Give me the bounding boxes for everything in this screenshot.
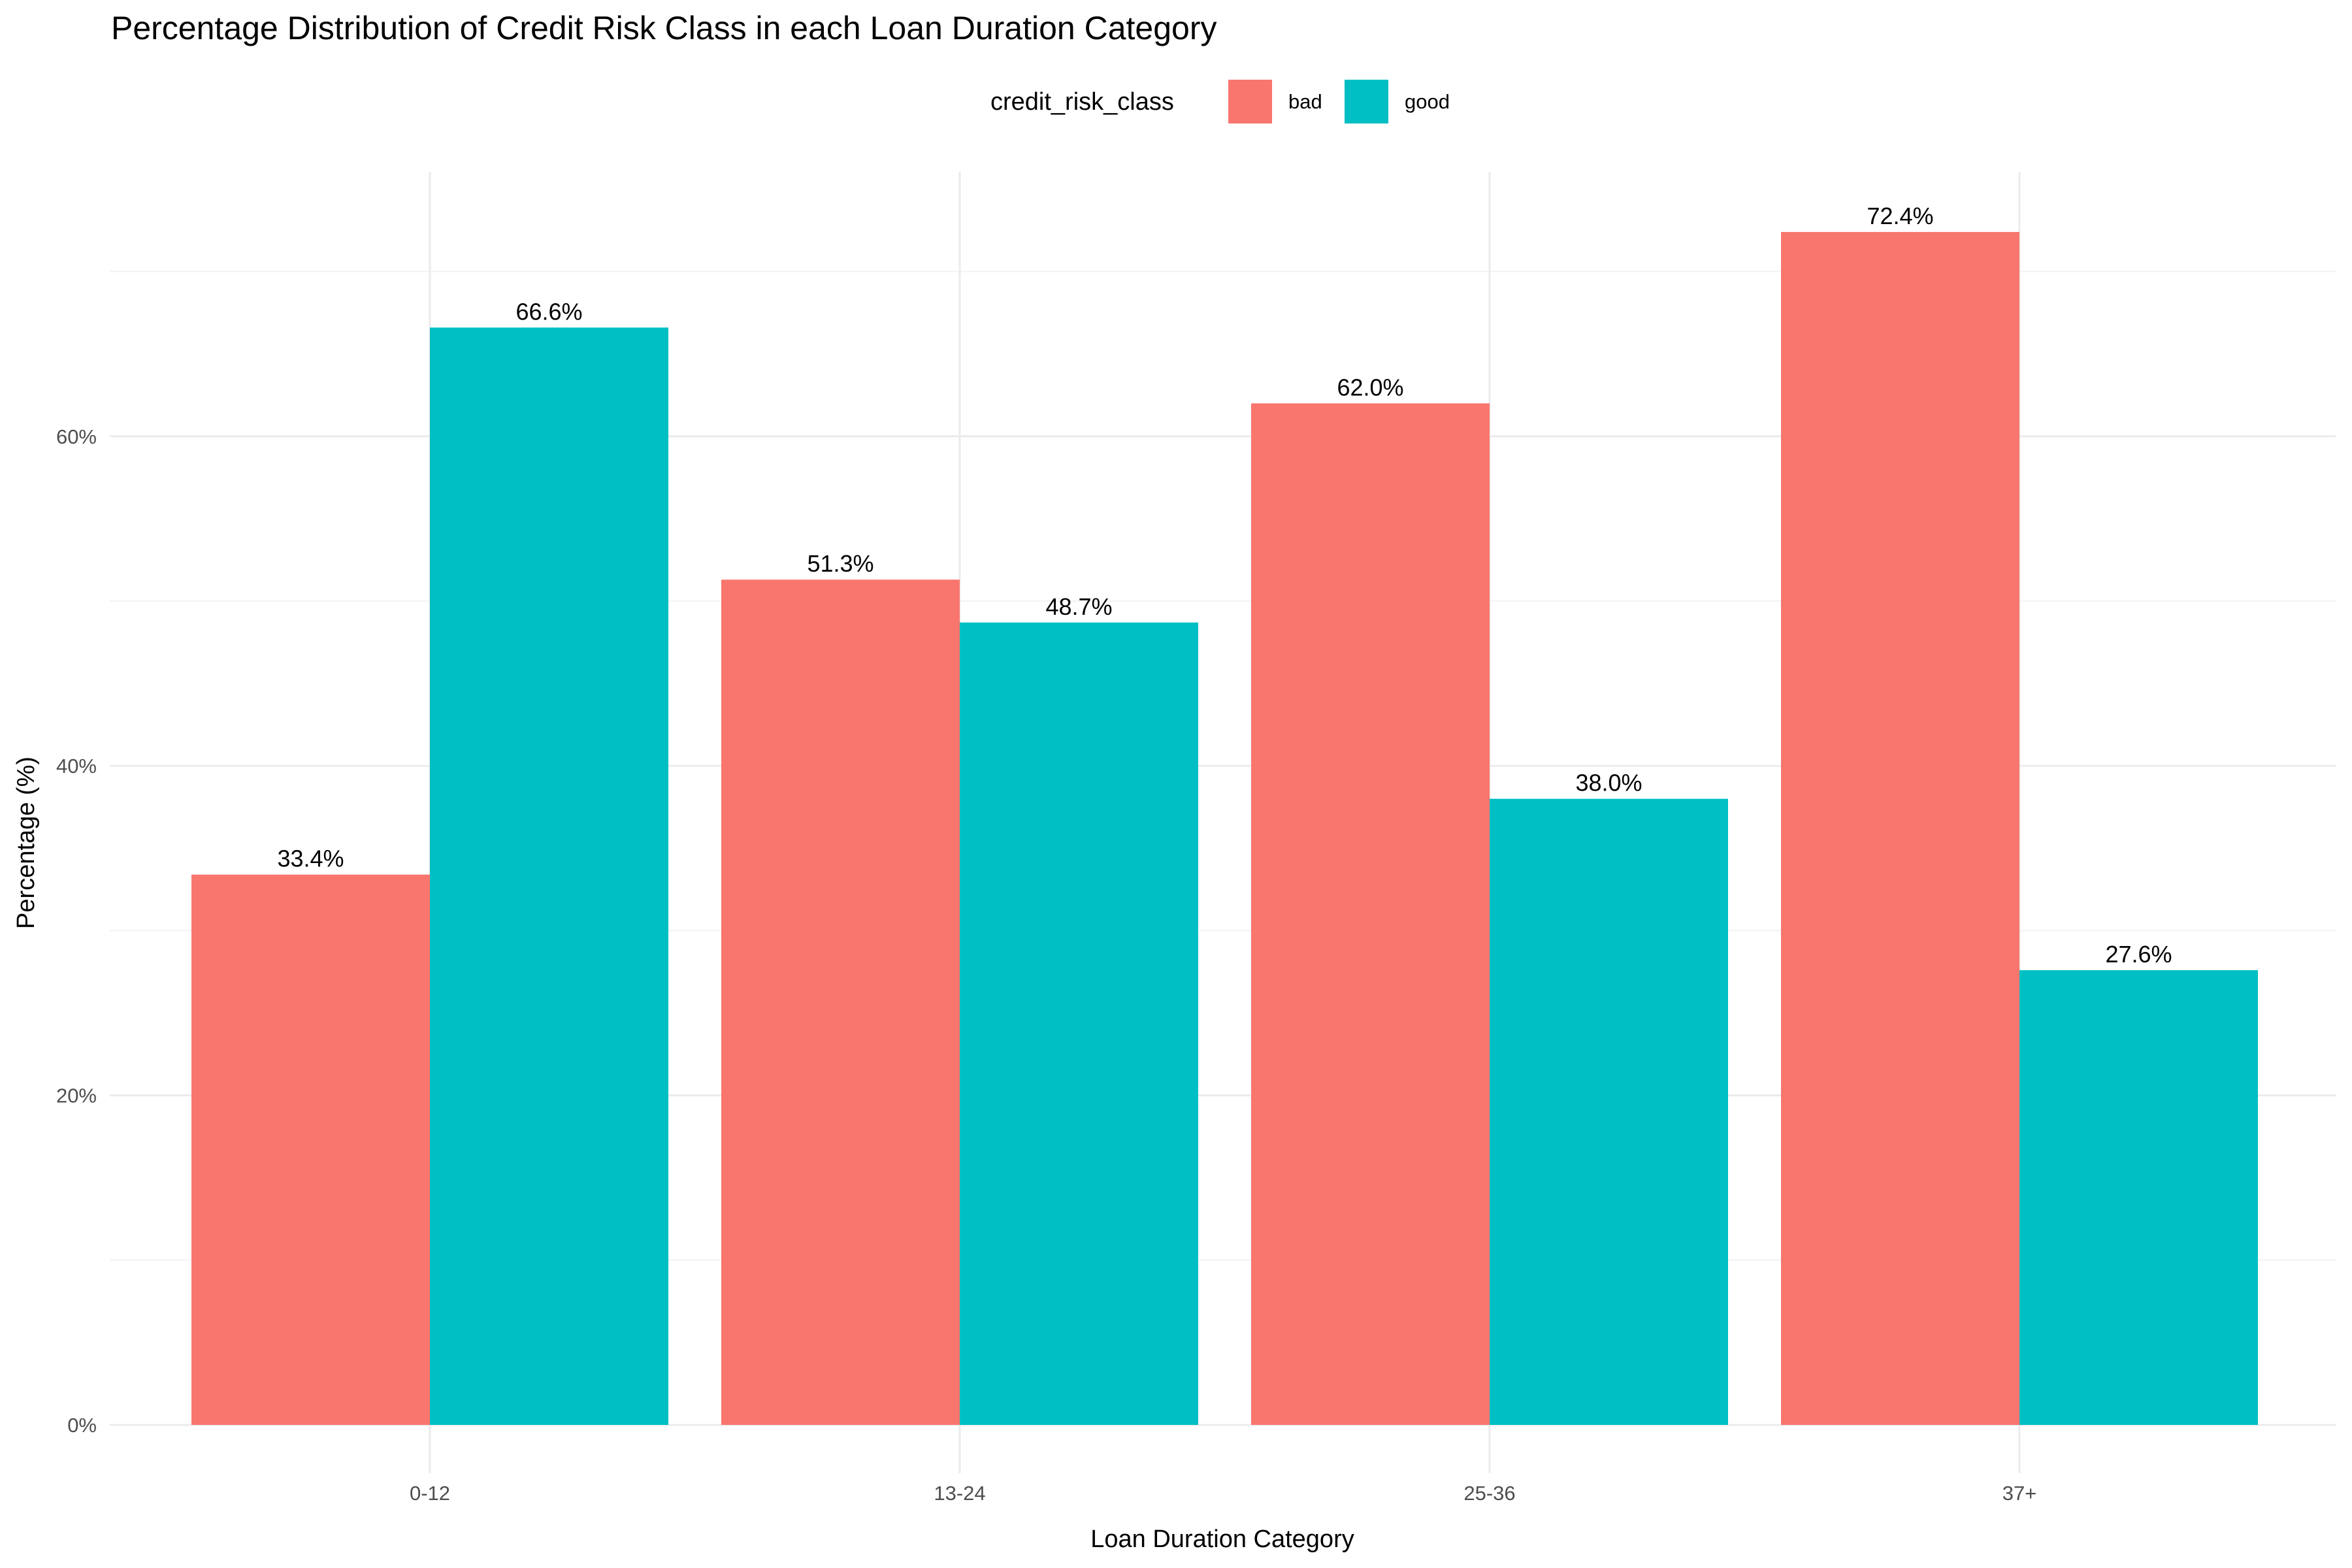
bar-good-13-24 — [960, 622, 1198, 1425]
x-axis-ticks: 0-12 13-24 25-36 37+ — [410, 1482, 2036, 1505]
legend-label-good: good — [1405, 90, 1450, 113]
x-tick-label: 25-36 — [1463, 1482, 1515, 1505]
bar-bad-37+ — [1781, 232, 2019, 1425]
x-tick-label: 0-12 — [410, 1482, 450, 1505]
data-label-good-37+: 27.6% — [2105, 941, 2172, 968]
legend-label-bad: bad — [1288, 90, 1322, 113]
y-axis-ticks: 0% 20% 40% 60% — [56, 425, 97, 1437]
bar-bad-25-36 — [1251, 403, 1490, 1425]
x-axis-title: Loan Duration Category — [1090, 1526, 1354, 1553]
y-axis-title: Percentage (%) — [12, 757, 40, 929]
bar-good-25-36 — [1490, 798, 1728, 1425]
data-label-bad-0-12: 33.4% — [277, 845, 344, 872]
data-labels: 33.4% 66.6% 51.3% 48.7% 62.0% 38.0% 72.4% 27.6% — [277, 203, 2172, 968]
legend-key-bad — [1228, 80, 1272, 123]
chart-title: Percentage Distribution of Credit Risk C… — [111, 10, 1217, 46]
data-label-good-13-24: 48.7% — [1045, 593, 1112, 620]
y-tick-label: 20% — [56, 1085, 97, 1107]
x-tick-label: 13-24 — [934, 1482, 985, 1505]
bar-bad-13-24 — [721, 580, 960, 1425]
legend-items: bad good — [1228, 80, 1450, 123]
legend-title: credit_risk_class — [990, 88, 1174, 116]
y-tick-label: 60% — [56, 425, 97, 448]
data-label-bad-25-36: 62.0% — [1337, 374, 1403, 400]
bar-bad-0-12 — [191, 874, 430, 1425]
data-label-bad-37+: 72.4% — [1867, 203, 1933, 229]
legend: credit_risk_class bad good — [990, 80, 1450, 123]
x-tick-label: 37+ — [2002, 1482, 2037, 1505]
legend-key-good — [1345, 80, 1388, 123]
data-label-bad-13-24: 51.3% — [807, 550, 874, 577]
data-label-good-25-36: 38.0% — [1575, 770, 1642, 796]
bar-good-37+ — [2019, 970, 2258, 1425]
data-label-good-0-12: 66.6% — [515, 298, 582, 325]
bars — [191, 232, 2258, 1425]
y-tick-label: 0% — [67, 1414, 97, 1437]
bar-good-0-12 — [430, 327, 668, 1425]
y-tick-label: 40% — [56, 755, 97, 777]
